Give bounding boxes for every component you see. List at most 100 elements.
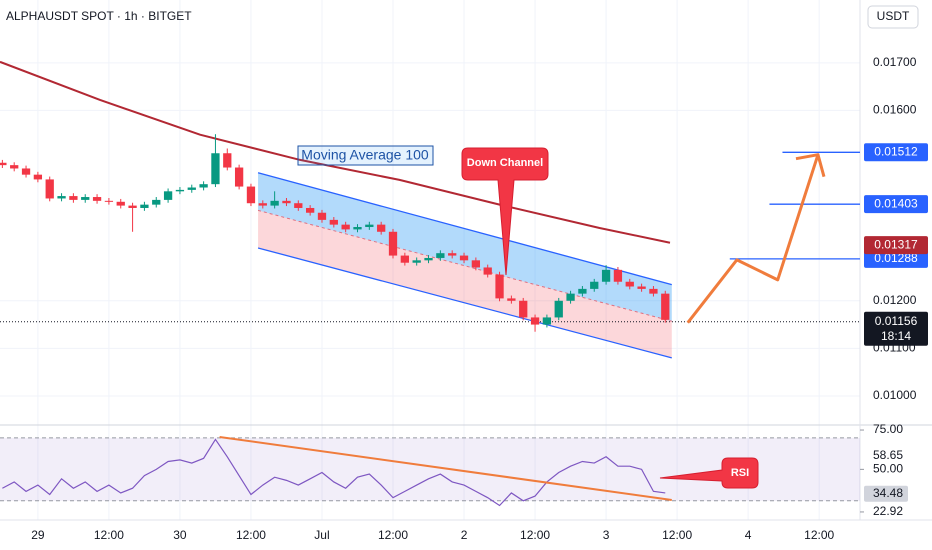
moving-average-line	[0, 60, 671, 244]
channel-lower	[257, 247, 672, 359]
candle-body	[388, 231, 398, 256]
candle-body	[578, 288, 587, 294]
y-tick-label: 0.01700	[873, 55, 917, 69]
countdown: 18:14	[881, 329, 911, 343]
y-tick-label: 0.01200	[873, 293, 917, 307]
candle-body	[412, 260, 421, 263]
candle-body	[519, 300, 528, 318]
candle-body	[258, 203, 267, 206]
channel-upper	[257, 172, 672, 286]
x-tick-label: 29	[31, 528, 45, 542]
projection-arrowhead	[795, 153, 826, 178]
y-tick-label: 0.01000	[873, 388, 917, 402]
candle-body	[590, 281, 599, 289]
x-tick-label: 4	[745, 528, 752, 542]
candle-body	[377, 224, 386, 232]
candle-body	[152, 199, 161, 205]
ma-tag: 0.01317	[874, 237, 918, 251]
candle-body	[10, 165, 19, 169]
x-tick-label: 12:00	[662, 528, 692, 542]
x-tick-label: 12:00	[520, 528, 550, 542]
candle-body	[211, 153, 220, 185]
level-tag: 0.01288	[874, 251, 918, 265]
level-tag: 0.01512	[874, 144, 918, 158]
candle-body	[69, 196, 78, 200]
candle-body	[661, 293, 670, 320]
rsi-label: RSI	[731, 467, 749, 479]
candle-body	[436, 253, 445, 258]
candle-body	[270, 200, 279, 206]
channel-upper-fill	[258, 172, 672, 322]
rsi-tick-label: 75.00	[873, 422, 903, 436]
down-channel-label: Down Channel	[467, 157, 543, 169]
candle-body	[483, 267, 492, 275]
x-tick-label: 3	[603, 528, 610, 542]
ma-label-box	[297, 145, 434, 166]
candle-body	[81, 197, 90, 200]
candle-body	[601, 269, 611, 282]
channel-lower-fill	[258, 210, 672, 358]
candle-body	[163, 191, 173, 200]
level-tag: 0.01403	[874, 196, 918, 210]
candle-body	[246, 186, 256, 204]
candle-body	[341, 224, 350, 230]
candle-body	[530, 317, 540, 325]
candle-body	[116, 201, 125, 206]
channel-mid	[257, 209, 672, 322]
chart-title: ALPHAUSDT SPOT · 1h · BITGET	[6, 9, 192, 23]
candle-body	[175, 189, 185, 192]
rsi-tick-label: 50.00	[873, 462, 903, 476]
rsi-tick-label: 22.92	[873, 504, 903, 518]
rsi-band	[0, 437, 860, 501]
level-tag-bg	[864, 195, 928, 214]
candle-body	[140, 204, 149, 208]
candle-body	[625, 281, 634, 287]
candle-body	[92, 197, 102, 201]
candle-body	[507, 298, 516, 301]
candle-body	[400, 255, 409, 263]
x-tick-label: Jul	[314, 528, 329, 542]
rsi-tag: 58.65	[873, 448, 903, 462]
candle-body	[223, 153, 232, 168]
candle-body	[613, 269, 623, 282]
x-tick-label: 12:00	[94, 528, 124, 542]
candle-body	[353, 227, 362, 230]
candle-body	[495, 274, 504, 299]
last-price-tag-bg	[864, 311, 928, 346]
level-tag-bg	[864, 143, 928, 162]
x-tick-label: 30	[173, 528, 187, 542]
candle-body	[365, 224, 374, 228]
rsi-tag-bg	[864, 485, 908, 502]
candle-body	[459, 255, 469, 261]
x-tick-label: 12:00	[804, 528, 834, 542]
candle-body	[554, 300, 563, 318]
y-tick-label: 0.01600	[873, 103, 917, 117]
candle-body	[0, 162, 7, 166]
candle-body	[424, 257, 433, 261]
currency: USDT	[877, 9, 910, 23]
candle-body	[33, 174, 43, 180]
ma-tag-bg	[864, 236, 928, 255]
currency-box	[867, 5, 919, 29]
x-tick-label: 12:00	[236, 528, 266, 542]
candle-body	[542, 317, 552, 325]
candle-body	[637, 286, 646, 289]
ma-label: Moving Average 100	[301, 147, 429, 163]
candle-body	[45, 179, 54, 199]
candle-body	[21, 168, 31, 175]
candle-body	[199, 184, 208, 188]
candle-body	[128, 205, 137, 208]
candle-body	[448, 253, 457, 256]
rsi-tag: 34.48	[873, 486, 903, 500]
candle-body	[294, 203, 303, 208]
candle-body	[306, 207, 315, 213]
last-price-tag: 0.01156	[875, 314, 918, 328]
projection-path	[686, 154, 820, 324]
rsi-line	[2, 438, 666, 507]
candle-body	[566, 293, 575, 301]
rsi-trendline	[219, 435, 672, 502]
x-tick-label: 2	[461, 528, 468, 542]
